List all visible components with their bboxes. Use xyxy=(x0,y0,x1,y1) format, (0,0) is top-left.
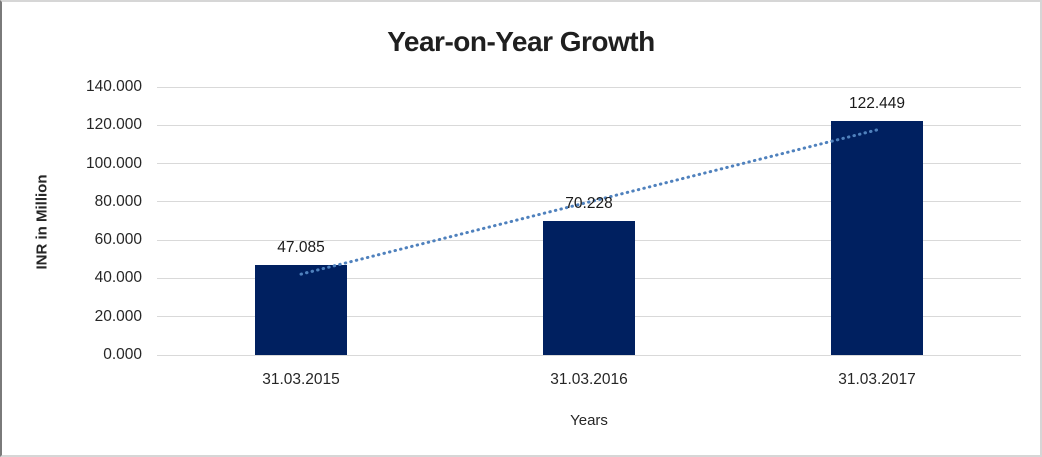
gridline xyxy=(157,163,1021,165)
x-tick-label: 31.03.2017 xyxy=(838,371,916,388)
y-tick-label: 80.000 xyxy=(94,192,142,210)
bar xyxy=(255,264,347,355)
y-axis-tick-labels: 0.000 20.000 40.000 60.000 80.000 100.000 120.… xyxy=(2,78,142,363)
trendline xyxy=(299,128,879,276)
y-tick-label: 40.000 xyxy=(94,269,142,287)
y-tick-label: 0.000 xyxy=(103,346,142,363)
x-axis-title: Years xyxy=(570,412,608,429)
y-tick-label: 140.000 xyxy=(85,78,142,95)
x-tick-label: 31.03.2015 xyxy=(262,371,340,388)
x-tick-label: 31.03.2016 xyxy=(550,371,628,388)
bar-value-label: 122.449 xyxy=(848,94,906,112)
chart-title: Year-on-Year Growth xyxy=(387,26,655,57)
trendline-path xyxy=(299,128,879,276)
plot-area: 47.085 70.228 122.449 xyxy=(157,86,1021,356)
gridline xyxy=(157,354,1021,356)
y-tick-label: 60.000 xyxy=(94,231,142,249)
bar xyxy=(543,220,635,355)
bar-value-label: 47.085 xyxy=(277,238,325,256)
bar-value-label: 70.228 xyxy=(565,194,613,212)
y-tick-label: 20.000 xyxy=(94,307,142,325)
x-axis-tick-labels: 31.03.2015 31.03.2016 31.03.2017 xyxy=(157,371,1021,393)
y-tick-label: 100.000 xyxy=(85,154,142,172)
gridline xyxy=(157,86,1021,88)
gridline xyxy=(157,124,1021,126)
bar xyxy=(831,120,923,355)
y-tick-label: 120.000 xyxy=(85,116,142,134)
